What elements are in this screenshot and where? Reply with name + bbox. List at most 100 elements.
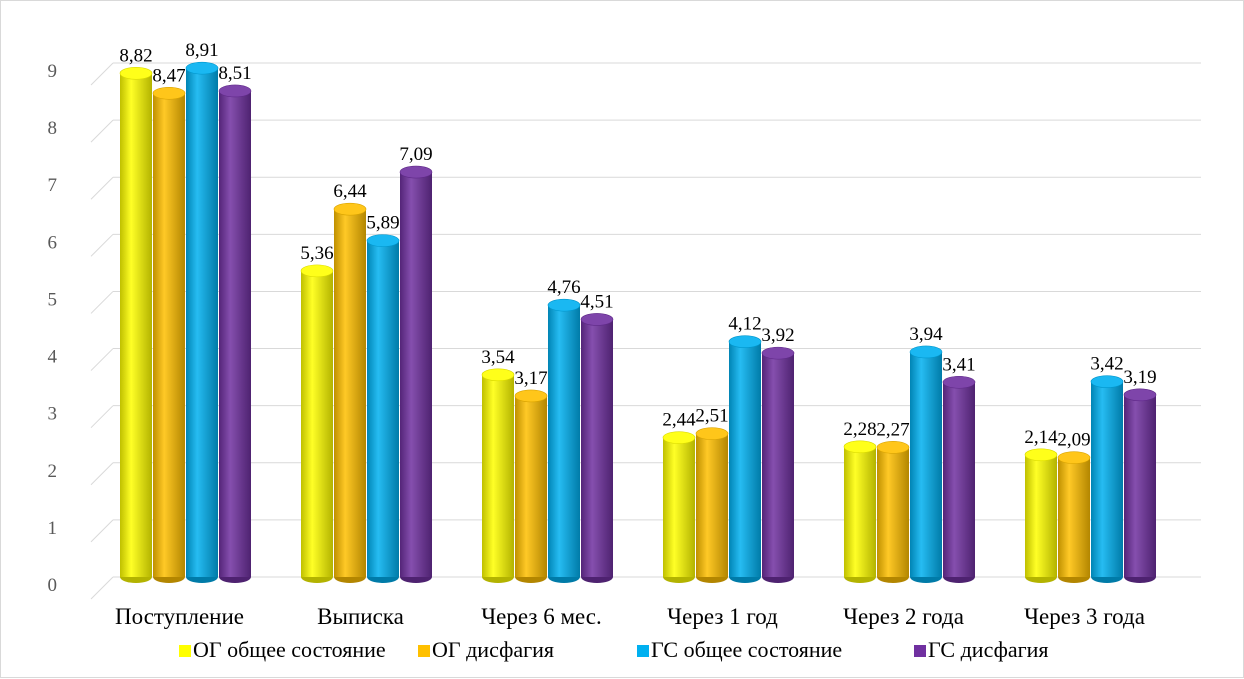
bar-body xyxy=(367,240,399,578)
bar-body xyxy=(400,172,432,578)
bar xyxy=(942,375,976,583)
bar-top xyxy=(909,345,943,359)
bar-top xyxy=(662,431,696,444)
y-tick-label: 5 xyxy=(48,289,58,310)
bar xyxy=(399,165,433,583)
y-tick-label: 9 xyxy=(48,61,58,82)
bar-body xyxy=(729,341,761,577)
y-tick-label: 4 xyxy=(48,347,58,368)
x-axis: Поступление Выписка Через 6 мес. Через 1 го… xyxy=(115,604,1145,629)
x-tick-label: Через 1 год xyxy=(667,604,778,629)
bar xyxy=(695,427,729,583)
data-label: 2,51 xyxy=(695,406,728,427)
bar-body xyxy=(1025,454,1057,577)
y-axis: 0 1 2 3 4 5 6 7 8 9 xyxy=(48,61,58,596)
bar-body xyxy=(515,395,547,577)
data-label: 7,09 xyxy=(399,144,432,165)
y-tick-label: 3 xyxy=(48,404,58,425)
bar-top xyxy=(843,440,877,454)
bar-top xyxy=(514,389,548,403)
data-label: 5,89 xyxy=(366,213,399,234)
legend-item: ОГ дисфагия xyxy=(418,637,554,662)
bar xyxy=(152,86,186,583)
bar xyxy=(1057,451,1091,583)
legend-swatch xyxy=(418,645,430,657)
legend-item: ГС общее состояние xyxy=(637,637,842,662)
bar-top xyxy=(761,346,795,360)
data-label: 2,44 xyxy=(662,410,696,431)
data-label: 4,51 xyxy=(580,291,613,312)
gridline-depth xyxy=(90,348,114,371)
gridline-depth xyxy=(90,291,114,314)
data-label: 6,44 xyxy=(333,181,367,202)
bar-top xyxy=(942,375,976,389)
bar xyxy=(185,61,219,583)
bar-body xyxy=(877,447,909,577)
bar xyxy=(366,234,400,583)
gridline-depth xyxy=(90,576,114,600)
bar xyxy=(481,368,515,583)
x-tick-label: Через 3 года xyxy=(1024,604,1145,629)
bar-top xyxy=(728,335,762,349)
bar-body xyxy=(1091,381,1123,577)
gridline-depth xyxy=(90,405,114,429)
y-tick-label: 2 xyxy=(48,461,58,482)
gridline-depth xyxy=(90,519,114,543)
bar-body xyxy=(334,209,366,577)
x-tick-label: Выписка xyxy=(317,604,404,629)
x-tick-label: Через 2 года xyxy=(843,604,964,629)
y-tick-label: 0 xyxy=(48,575,58,596)
bar xyxy=(1024,448,1058,583)
bar-body xyxy=(663,437,695,577)
gridline-depth xyxy=(90,119,114,143)
gridline-depth xyxy=(90,176,114,200)
y-tick-label: 6 xyxy=(48,232,58,253)
legend: ОГ общее состояние ОГ дисфагия ГС общее со… xyxy=(179,637,1049,662)
bar-body xyxy=(581,319,613,577)
bar xyxy=(333,202,367,583)
bar-top xyxy=(580,313,614,326)
bar-top xyxy=(185,61,219,75)
data-label: 2,28 xyxy=(843,419,876,440)
y-tick-label: 1 xyxy=(48,518,58,539)
legend-swatch xyxy=(914,645,926,657)
data-label: 4,76 xyxy=(547,277,580,298)
bar-top xyxy=(1057,451,1091,464)
x-tick-label: Поступление xyxy=(115,604,244,629)
data-label: 3,19 xyxy=(1123,367,1156,388)
data-label: 3,92 xyxy=(761,325,794,346)
bar xyxy=(300,264,334,583)
bar-body xyxy=(696,433,728,577)
gridline-depth xyxy=(90,233,114,257)
gridline-depth xyxy=(90,462,114,486)
bar-top xyxy=(1090,375,1124,388)
bar-body xyxy=(120,73,152,577)
legend-label: ОГ дисфагия xyxy=(432,637,554,662)
bar-body xyxy=(186,68,218,577)
bar xyxy=(514,389,548,583)
legend-label: ГС общее состояние xyxy=(651,637,842,662)
legend-swatch xyxy=(637,645,649,657)
y-tick-label: 8 xyxy=(48,118,58,139)
legend-item: ГС дисфагия xyxy=(914,637,1049,662)
bar-top xyxy=(300,264,334,278)
gridlines xyxy=(90,62,1201,600)
bar-top xyxy=(399,165,433,179)
data-label: 2,27 xyxy=(876,419,909,440)
data-label: 4,12 xyxy=(728,314,761,335)
bar xyxy=(580,313,614,583)
data-label: 3,17 xyxy=(514,368,547,389)
bar-body xyxy=(943,382,975,577)
bar xyxy=(909,345,943,583)
bar-top xyxy=(333,202,367,216)
legend-swatch xyxy=(179,645,191,657)
bar xyxy=(662,431,696,583)
bar-body xyxy=(844,446,876,577)
bar-top xyxy=(876,441,910,454)
bar-body xyxy=(1124,394,1156,577)
bar-body xyxy=(219,90,251,578)
data-label: 3,94 xyxy=(909,324,943,345)
data-label: 8,47 xyxy=(152,65,185,86)
